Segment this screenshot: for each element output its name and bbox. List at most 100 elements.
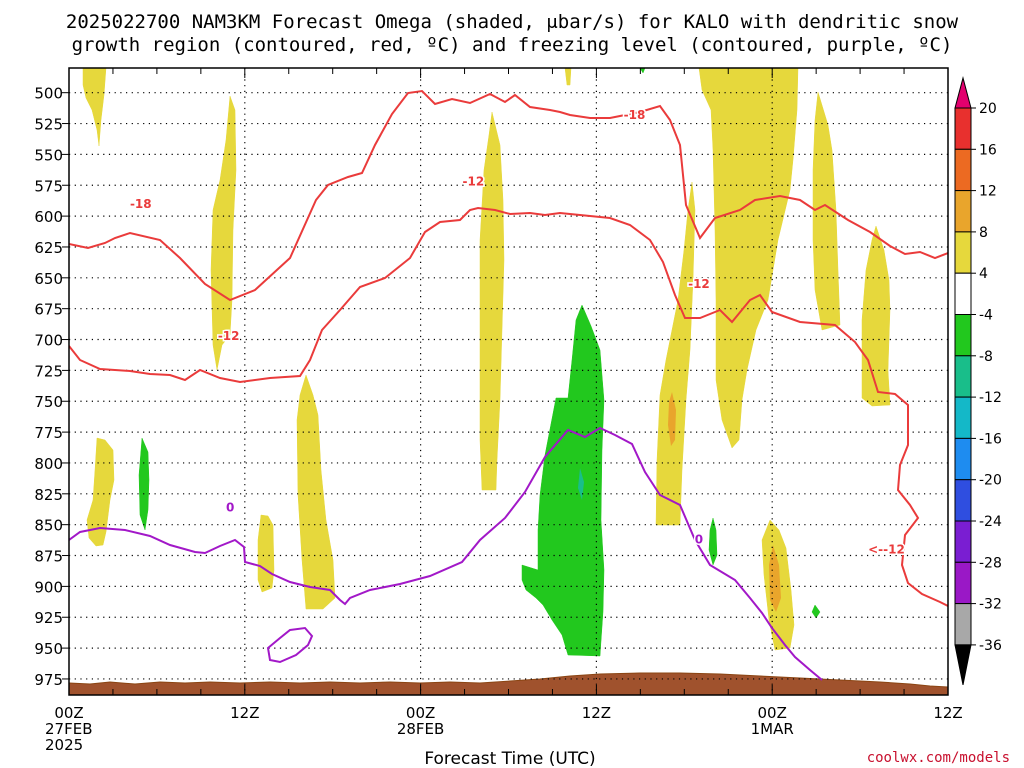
y-tick-label: 975 bbox=[34, 671, 63, 689]
colorbar-label: -36 bbox=[979, 638, 1002, 654]
colorbar-swatch bbox=[954, 231, 972, 274]
y-tick-label: 850 bbox=[34, 517, 63, 535]
omega-region bbox=[210, 95, 237, 371]
colorbar-label: 8 bbox=[979, 225, 988, 241]
colorbar-top-arrow bbox=[954, 76, 972, 109]
omega-region bbox=[698, 68, 799, 449]
colorbar-label: 12 bbox=[979, 184, 997, 200]
y-tick-label: 900 bbox=[34, 578, 63, 596]
red-contour-label: -12 bbox=[688, 277, 710, 291]
omega-region bbox=[82, 68, 107, 147]
chart-title-line1: 2025022700 NAM3KM Forecast Omega (shaded… bbox=[66, 11, 959, 33]
x-tick-label: 00Z bbox=[758, 704, 787, 722]
omega-positive-shading bbox=[82, 68, 891, 651]
chart-title-line2: growth region (contoured, red, ºC) and f… bbox=[72, 34, 953, 56]
omega-region bbox=[257, 514, 275, 593]
x-tick-label: 00Z bbox=[54, 704, 83, 722]
colorbar-swatch bbox=[954, 148, 972, 192]
colorbar-label: -24 bbox=[979, 514, 1002, 530]
red-contour-label: -18 bbox=[130, 197, 152, 211]
colorbar-swatch bbox=[954, 561, 972, 605]
x-tick-label: 00Z bbox=[406, 704, 435, 722]
y-tick-label: 600 bbox=[34, 208, 63, 226]
omega-region bbox=[479, 111, 505, 491]
y-tick-label: 925 bbox=[34, 609, 63, 627]
x-tick-label: 12Z bbox=[582, 704, 611, 722]
purple-contour-label: 0 bbox=[226, 500, 234, 514]
colorbar-swatch bbox=[954, 107, 972, 150]
red-contour-label: -18 bbox=[624, 108, 646, 122]
plot-area: -18 -18 -12 -12 -12 <--12 0 0 bbox=[69, 68, 948, 695]
omega-region bbox=[708, 517, 718, 566]
omega-region bbox=[811, 604, 821, 619]
y-tick-label: 550 bbox=[34, 146, 63, 164]
colorbar-label: -12 bbox=[979, 390, 1002, 406]
omega-region bbox=[655, 181, 696, 526]
x-tick-label: 27FEB bbox=[45, 720, 92, 738]
freezing-level-contours bbox=[69, 426, 823, 681]
colorbar-label: -16 bbox=[979, 431, 1002, 447]
minus12-contour bbox=[69, 206, 948, 607]
omega-region bbox=[138, 437, 150, 531]
x-axis-label: Forecast Time (UTC) bbox=[424, 749, 595, 768]
y-tick-label: 525 bbox=[34, 116, 63, 134]
y-tick-label: 875 bbox=[34, 548, 63, 566]
x-tick-label: 12Z bbox=[230, 704, 259, 722]
contour-labels: -18 -18 -12 -12 -12 <--12 0 0 bbox=[128, 106, 906, 557]
credit-text: coolwx.com/models bbox=[867, 750, 1010, 766]
colorbar-swatch bbox=[954, 396, 972, 439]
colorbar-swatch bbox=[954, 190, 972, 233]
x-tick-label: 2025 bbox=[45, 736, 83, 754]
colorbar-label: 20 bbox=[979, 101, 997, 117]
x-tick-label: 12Z bbox=[933, 704, 962, 722]
zero-degree-closed-contour bbox=[266, 626, 314, 664]
omega-region bbox=[564, 68, 572, 86]
x-tick-label: 28FEB bbox=[397, 720, 444, 738]
y-tick-label: 750 bbox=[34, 393, 63, 411]
plot-background bbox=[69, 68, 948, 695]
y-tick-label: 775 bbox=[34, 424, 63, 442]
y-tick-label: 575 bbox=[34, 177, 63, 195]
colorbar-label: -28 bbox=[979, 555, 1002, 571]
red-contour-label: -12 bbox=[218, 329, 240, 343]
dendritic-growth-contours bbox=[69, 89, 948, 607]
red-contour-label: <--12 bbox=[868, 542, 905, 556]
y-tick-label: 675 bbox=[34, 301, 63, 319]
y-axis: 500 525 550 575 600 625 650 675 700 725 750 775 800 8… bbox=[34, 85, 69, 689]
red-contour-label: -12 bbox=[462, 175, 484, 189]
y-tick-label: 500 bbox=[34, 85, 63, 103]
colorbar-label: -8 bbox=[979, 349, 993, 365]
colorbar-swatch bbox=[954, 314, 972, 357]
y-tick-label: 625 bbox=[34, 239, 63, 257]
omega-region bbox=[521, 304, 605, 657]
colorbar-bottom-arrow bbox=[954, 644, 972, 685]
colorbar-swatch bbox=[954, 603, 972, 646]
colorbar-label: -4 bbox=[979, 308, 993, 324]
y-tick-label: 650 bbox=[34, 270, 63, 288]
y-tick-label: 725 bbox=[34, 362, 63, 380]
colorbar-swatch bbox=[954, 437, 972, 481]
omega-region bbox=[639, 68, 646, 74]
colorbar-label: 4 bbox=[979, 266, 988, 282]
y-tick-label: 950 bbox=[34, 640, 63, 658]
omega-core bbox=[769, 545, 781, 612]
y-tick-label: 800 bbox=[34, 455, 63, 473]
omega-negative-shading bbox=[138, 68, 821, 657]
colorbar-swatch bbox=[954, 520, 972, 563]
y-tick-label: 700 bbox=[34, 332, 63, 350]
y-tick-label: 825 bbox=[34, 486, 63, 504]
colorbar-swatch bbox=[954, 272, 972, 316]
x-tick-label: 1MAR bbox=[751, 720, 794, 738]
colorbar-label: -32 bbox=[979, 597, 1002, 613]
colorbar-label: 16 bbox=[979, 142, 997, 158]
minus18-contour bbox=[69, 89, 948, 302]
purple-contour-label: 0 bbox=[695, 532, 703, 546]
colorbar: 20 16 12 8 4 -4 -8 -12 -16 -20 -24 -28 -32 -36 bbox=[954, 76, 1002, 685]
colorbar-swatch bbox=[954, 479, 972, 522]
omega-region bbox=[812, 91, 841, 331]
omega-region bbox=[86, 437, 115, 547]
omega-strong-negative-core bbox=[578, 468, 584, 500]
zero-degree-contour bbox=[69, 426, 823, 681]
